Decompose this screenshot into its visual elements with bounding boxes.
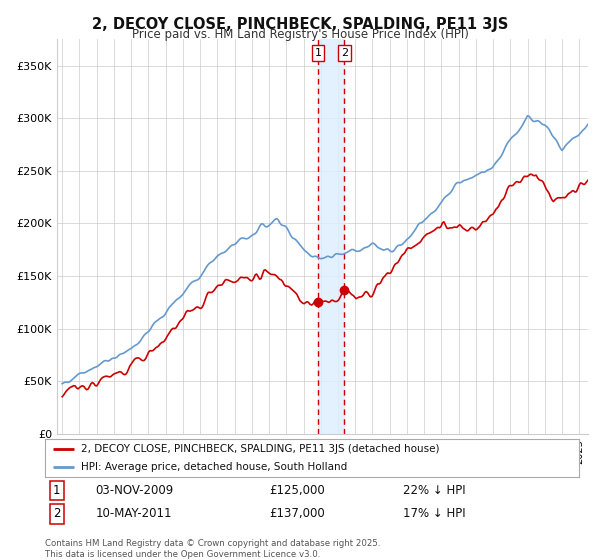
Text: 22% ↓ HPI: 22% ↓ HPI [403,484,466,497]
Text: HPI: Average price, detached house, South Holland: HPI: Average price, detached house, Sout… [82,462,347,472]
Text: 2, DECOY CLOSE, PINCHBECK, SPALDING, PE11 3JS: 2, DECOY CLOSE, PINCHBECK, SPALDING, PE1… [92,17,508,32]
Text: Contains HM Land Registry data © Crown copyright and database right 2025.
This d: Contains HM Land Registry data © Crown c… [45,539,380,559]
Text: £125,000: £125,000 [269,484,325,497]
Text: 17% ↓ HPI: 17% ↓ HPI [403,507,466,520]
Text: 2, DECOY CLOSE, PINCHBECK, SPALDING, PE11 3JS (detached house): 2, DECOY CLOSE, PINCHBECK, SPALDING, PE1… [82,444,440,454]
Text: 03-NOV-2009: 03-NOV-2009 [96,484,174,497]
Bar [318,39,344,434]
Text: 1: 1 [314,48,322,58]
Text: 1: 1 [53,484,61,497]
Text: 2: 2 [341,48,348,58]
Text: £137,000: £137,000 [269,507,325,520]
Text: 10-MAY-2011: 10-MAY-2011 [96,507,172,520]
Text: Price paid vs. HM Land Registry's House Price Index (HPI): Price paid vs. HM Land Registry's House … [131,28,469,41]
Text: 2: 2 [53,507,61,520]
